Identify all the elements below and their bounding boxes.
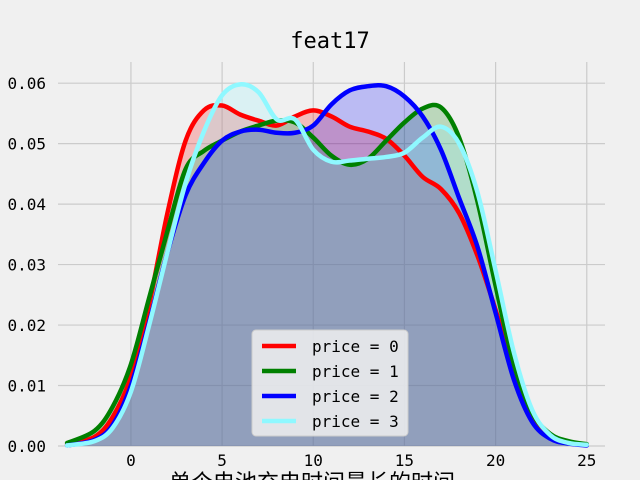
x-tick-label-5: 25 xyxy=(577,451,596,470)
density-lines xyxy=(64,82,590,448)
series-line-3 xyxy=(64,82,590,448)
y-tick-labels: 0.00 0.01 0.02 0.03 0.04 0.05 0.06 xyxy=(7,74,46,456)
x-tick-label-4: 20 xyxy=(486,451,505,470)
x-axis-label: 单个电池充电时间最长的时间 xyxy=(169,471,455,480)
x-tick-label-0: 0 xyxy=(126,451,136,470)
x-tick-labels: 0 5 10 15 20 25 xyxy=(126,451,596,470)
y-tick-label-1: 0.01 xyxy=(7,377,46,396)
y-tick-label-2: 0.02 xyxy=(7,316,46,335)
y-tick-label-6: 0.06 xyxy=(7,74,46,93)
x-tick-label-1: 5 xyxy=(217,451,227,470)
series-line-1 xyxy=(64,102,590,447)
legend-label-3: price = 3 xyxy=(312,412,399,431)
x-tick-label-3: 15 xyxy=(395,451,414,470)
legend-label-0: price = 0 xyxy=(312,337,399,356)
y-tick-label-5: 0.05 xyxy=(7,135,46,154)
legend-label-1: price = 1 xyxy=(312,362,399,381)
y-tick-label-4: 0.04 xyxy=(7,195,46,214)
y-tick-label-3: 0.03 xyxy=(7,256,46,275)
series-area-0 xyxy=(67,105,587,446)
legend-label-2: price = 2 xyxy=(312,387,399,406)
x-tick-label-2: 10 xyxy=(304,451,323,470)
y-tick-label-0: 0.00 xyxy=(7,437,46,456)
legend: price = 0 price = 1 price = 2 price = 3 xyxy=(251,329,409,437)
legend-box xyxy=(251,329,409,437)
chart-title: feat17 xyxy=(290,29,369,54)
